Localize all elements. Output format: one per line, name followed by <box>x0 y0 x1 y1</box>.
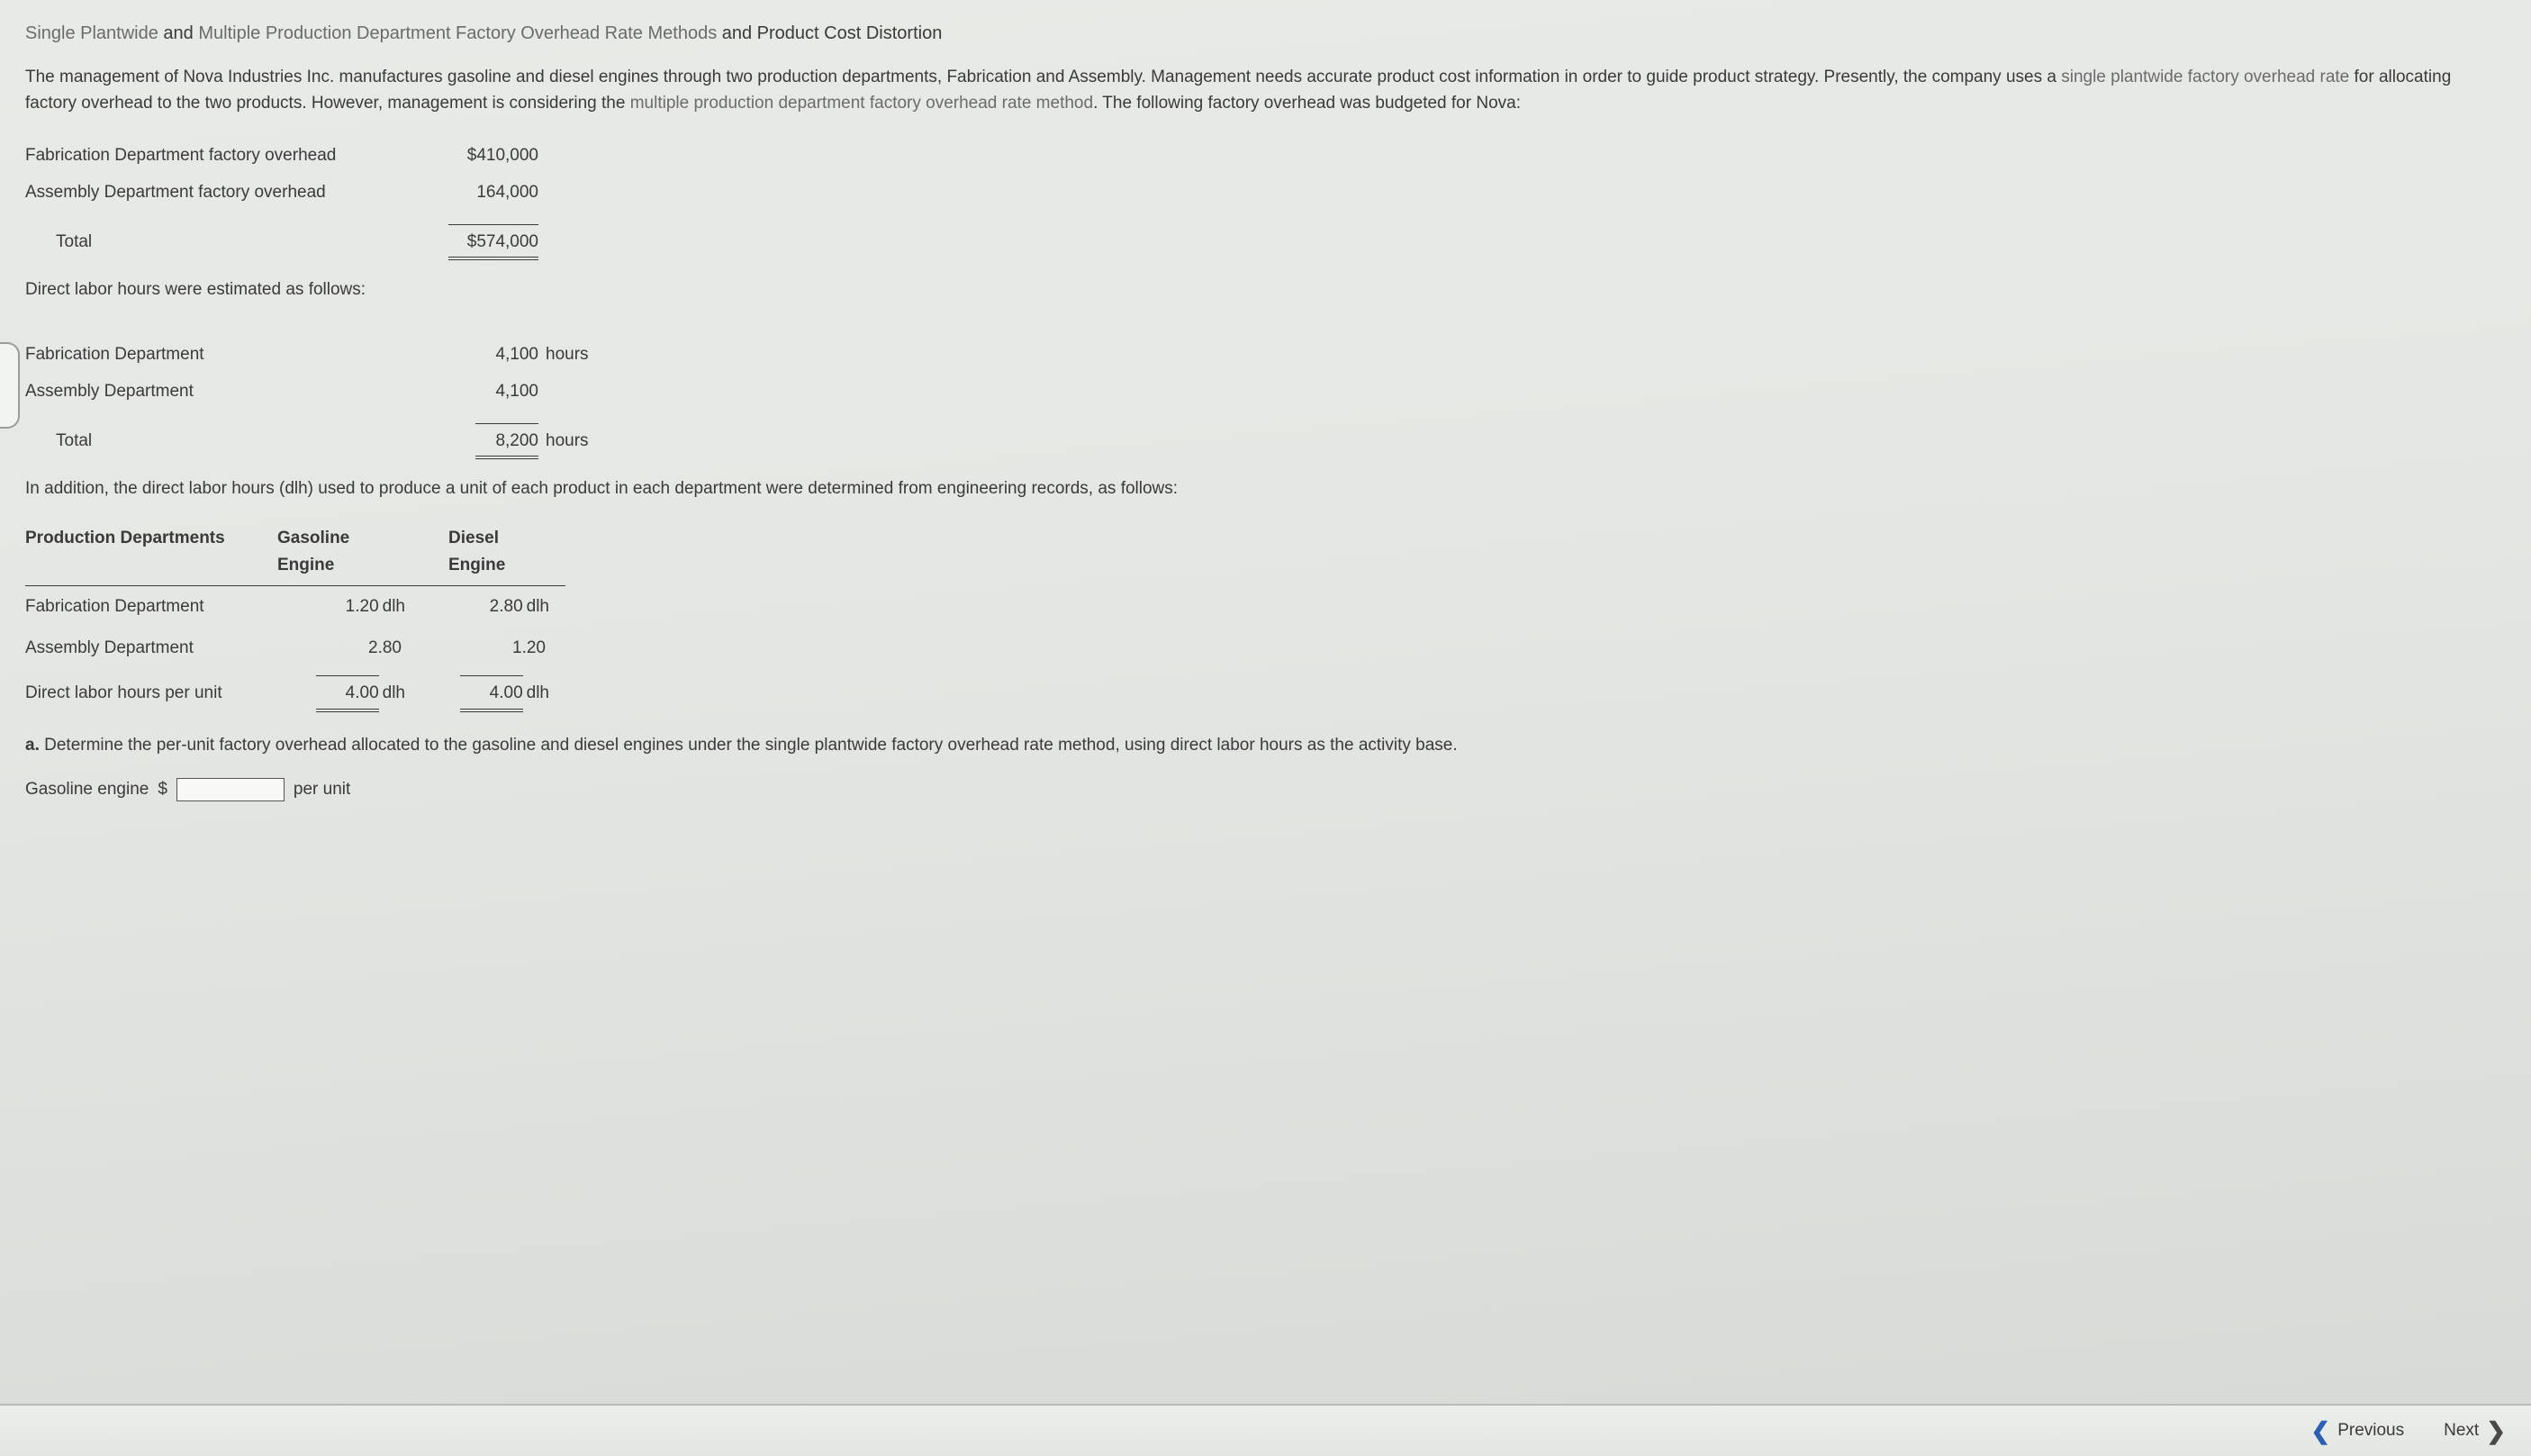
row-label: Assembly Department <box>25 628 277 668</box>
cell-value: 4.00 <box>460 675 523 711</box>
currency-symbol: $ <box>158 776 167 802</box>
table-row: Assembly Department 4,100 <box>25 373 589 410</box>
chevron-right-icon: ❯ <box>2486 1417 2506 1445</box>
answer-row: Gasoline engine $ per unit <box>25 776 2506 802</box>
column-header: Gasoline Engine <box>277 518 421 585</box>
question-letter: a. <box>25 736 40 755</box>
cell-unit: dlh <box>527 683 549 702</box>
cell-value: 2.80 <box>460 593 523 619</box>
page-title: Single Plantwide and Multiple Production… <box>25 20 2506 48</box>
row-unit <box>538 373 589 410</box>
gasoline-engine-input[interactable] <box>176 778 285 801</box>
table-row: Direct labor hours per unit 4.00dlh 4.00… <box>25 668 565 719</box>
question-a: a. Determine the per-unit factory overhe… <box>25 732 2506 758</box>
table-row: Total 8,200 hours <box>25 411 589 465</box>
intro-text-post: . The following factory overhead was bud… <box>1093 94 1521 113</box>
dlh-intro: Direct labor hours were estimated as fol… <box>25 276 2506 303</box>
row-unit: hours <box>538 336 589 373</box>
intro-link-1[interactable]: single plantwide factory overhead rate <box>2061 68 2349 86</box>
previous-button[interactable]: ❮ Previous <box>2310 1417 2404 1445</box>
table-row: Fabrication Department 4,100 hours <box>25 336 589 373</box>
table-row: Total $574,000 <box>25 212 538 266</box>
row-label: Fabrication Department factory overhead <box>25 137 439 174</box>
feedback-tab[interactable] <box>0 342 20 429</box>
intro-paragraph: The management of Nova Industries Inc. m… <box>25 64 2506 117</box>
overhead-table: Fabrication Department factory overhead … <box>25 137 538 266</box>
dlh-table: Production Departments Gasoline Engine D… <box>25 518 565 719</box>
next-label: Next <box>2444 1421 2479 1441</box>
row-label: Assembly Department <box>25 373 439 410</box>
table-row: Fabrication Department factory overhead … <box>25 137 538 174</box>
cell-value: 1.20 <box>483 635 546 661</box>
title-text-2: and Product Cost Distortion <box>717 23 942 43</box>
row-value: $574,000 <box>448 224 538 260</box>
question-text-pre: Determine the per-unit factory overhead … <box>40 736 1359 755</box>
row-label: Direct labor hours per unit <box>25 668 277 719</box>
intro-link-2[interactable]: multiple production department factory o… <box>630 94 1093 113</box>
title-link-2[interactable]: Multiple Production Department Factory O… <box>198 23 717 43</box>
intro-text-pre: The management of Nova Industries Inc. m… <box>25 68 2061 86</box>
row-unit: hours <box>538 411 589 465</box>
footer-nav: ❮ Previous Next ❯ <box>0 1404 2531 1456</box>
cell-unit: dlh <box>383 683 405 702</box>
next-button[interactable]: Next ❯ <box>2444 1417 2506 1445</box>
answer-unit: per unit <box>294 776 350 802</box>
cell-value: 1.20 <box>316 593 379 619</box>
chevron-left-icon: ❮ <box>2310 1417 2330 1445</box>
cell-value: 2.80 <box>339 635 402 661</box>
mid-paragraph: In addition, the direct labor hours (dlh… <box>25 475 2506 502</box>
table-header-row: Production Departments Gasoline Engine D… <box>25 518 565 585</box>
row-value: 164,000 <box>439 174 538 211</box>
title-text-1: and <box>158 23 198 43</box>
hours-table: Fabrication Department 4,100 hours Assem… <box>25 336 589 465</box>
question-link[interactable]: activity base <box>1359 736 1453 755</box>
question-text-post: . <box>1452 736 1457 755</box>
row-label: Fabrication Department <box>25 336 439 373</box>
previous-label: Previous <box>2337 1421 2404 1441</box>
title-link-1[interactable]: Single Plantwide <box>25 23 158 43</box>
column-header: Production Departments <box>25 518 277 585</box>
cell-unit: dlh <box>383 597 405 616</box>
cell-unit: dlh <box>527 597 549 616</box>
table-row: Assembly Department 2.80 1.20 <box>25 628 565 668</box>
row-label: Fabrication Department <box>25 586 277 628</box>
row-value: 4,100 <box>439 336 538 373</box>
row-value: 8,200 <box>475 423 538 459</box>
column-header: Diesel Engine <box>421 518 565 585</box>
cell-value: 4.00 <box>316 675 379 711</box>
answer-label: Gasoline engine <box>25 776 149 802</box>
row-label: Total <box>25 411 439 465</box>
row-label: Total <box>25 212 439 266</box>
table-row: Fabrication Department 1.20dlh 2.80dlh <box>25 586 565 628</box>
row-value: 4,100 <box>439 373 538 410</box>
content-page: Single Plantwide and Multiple Production… <box>0 0 2531 1404</box>
table-row: Assembly Department factory overhead 164… <box>25 174 538 211</box>
row-label: Assembly Department factory overhead <box>25 174 439 211</box>
row-value: $410,000 <box>439 137 538 174</box>
